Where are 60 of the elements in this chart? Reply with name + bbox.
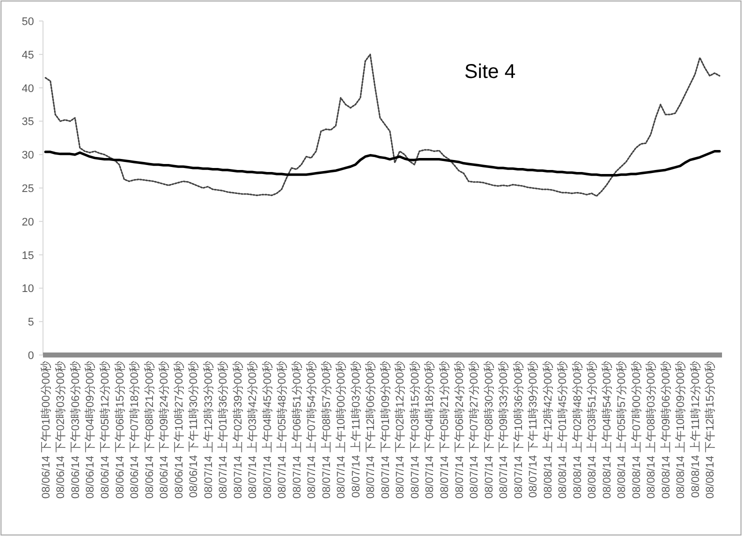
x-tick-label: 08/08/14 下午12時15分00秒 — [704, 361, 717, 499]
x-tick-label: 08/07/14 下午11時39分00秒 — [526, 361, 540, 498]
x-tick-label: 08/07/14 上午04時45分00秒 — [260, 361, 274, 499]
x-tick-label: 08/08/14 上午11時12分00秒 — [688, 361, 702, 498]
x-tick-label: 08/08/14 上午12時42分00秒 — [541, 361, 554, 499]
x-tick-label: 08/06/14 下午06時15分00秒 — [113, 361, 126, 499]
x-tick-label: 08/07/14 下午12時06分00秒 — [364, 361, 378, 499]
y-tick-label: 25 — [22, 183, 34, 195]
x-tick-label: 08/07/14 上午06時51分00秒 — [290, 361, 304, 499]
x-tick-label: 08/07/14 上午11時03分00秒 — [349, 361, 362, 498]
x-tick-label: 08/06/14 下午05時12分00秒 — [98, 361, 112, 499]
y-tick-label: 5 — [28, 316, 34, 329]
x-tick-label: 08/08/14 上午04時54分00秒 — [600, 361, 614, 499]
y-tick-label: 30 — [22, 150, 34, 162]
y-tick-label: 50 — [22, 16, 34, 28]
x-tick-label: 08/07/14 下午05時21分00秒 — [438, 361, 452, 499]
y-tick-label: 40 — [22, 82, 34, 95]
x-tick-label: 08/06/14 下午01時00分00秒 — [39, 361, 52, 499]
x-tick-label: 08/07/14 下午06時24分00秒 — [452, 361, 466, 499]
y-tick-label: 0 — [28, 350, 34, 362]
x-tick-label: 08/07/14 上午07時54分00秒 — [305, 361, 318, 499]
x-tick-label: 08/07/14 下午04時18分00秒 — [423, 361, 436, 499]
x-tick-label: 08/08/14 上午05時57分00秒 — [615, 361, 628, 499]
line-series — [44, 150, 721, 177]
x-tick-label: 08/06/14 下午02時03分00秒 — [54, 361, 68, 499]
x-tick-label: 08/07/14 下午02時12分00秒 — [394, 361, 407, 499]
y-tick-label: 15 — [22, 250, 34, 262]
x-tick-label: 08/08/14 上午07時00分00秒 — [630, 361, 643, 499]
y-tick-label: 35 — [22, 116, 34, 128]
x-tick-label: 08/06/14 下午11時30分00秒 — [187, 361, 200, 498]
x-tick-label: 08/06/14 下午08時21分00秒 — [142, 361, 156, 499]
text: Site 4 — [464, 61, 516, 83]
x-tick-label: 08/06/14 下午09時24分00秒 — [158, 361, 171, 499]
x-tick-label: 08/06/14 下午10時27分00秒 — [172, 361, 186, 499]
y-tick-label: 20 — [22, 216, 34, 228]
x-tick-label: 08/08/14 上午01時45分00秒 — [556, 361, 570, 499]
x-tick-label: 08/06/14 下午03時06分00秒 — [68, 361, 82, 499]
x-tick-label: 08/06/14 下午04時09分00秒 — [84, 361, 97, 499]
x-tick-label: 08/07/14 下午10時36分00秒 — [512, 361, 525, 499]
x-tick-label: 08/08/14 上午03時51分00秒 — [586, 361, 599, 499]
line-series — [44, 54, 720, 197]
y-tick-label: 10 — [22, 283, 34, 296]
x-tick-label: 08/08/14 上午09時06分00秒 — [659, 361, 672, 499]
x-tick-label: 08/07/14 下午08時30分00秒 — [482, 361, 496, 499]
x-tick-label: 08/07/14 下午07時27分00秒 — [468, 361, 481, 499]
x-tick-label: 08/08/14 上午02時48分00秒 — [570, 361, 584, 499]
x-tick-label: 08/07/14 上午01時36分00秒 — [216, 361, 230, 499]
x-tick-label: 08/07/14 上午05時48分00秒 — [276, 361, 289, 499]
x-tick-label: 08/07/14 上午12時33分00秒 — [202, 361, 215, 499]
y-tick-label: 45 — [22, 49, 34, 62]
x-tick-label: 08/08/14 上午08時03分00秒 — [644, 361, 658, 499]
x-tick-label: 08/07/14 上午10時00分00秒 — [334, 361, 348, 499]
x-tick-label: 08/07/14 下午03時15分00秒 — [408, 361, 422, 499]
x-tick-label: 08/07/14 上午03時42分00秒 — [246, 361, 260, 499]
x-tick-label: 08/07/14 上午02時39分00秒 — [231, 361, 244, 499]
x-tick-label: 08/08/14 上午10時09分00秒 — [674, 361, 688, 499]
x-tick-label: 08/07/14 上午08時57分00秒 — [320, 361, 333, 499]
x-tick-label: 08/06/14 下午07時18分00秒 — [128, 361, 142, 499]
x-tick-label: 08/07/14 下午01時09分00秒 — [378, 361, 392, 499]
x-tick-label: 08/07/14 下午09時33分00秒 — [497, 361, 510, 499]
